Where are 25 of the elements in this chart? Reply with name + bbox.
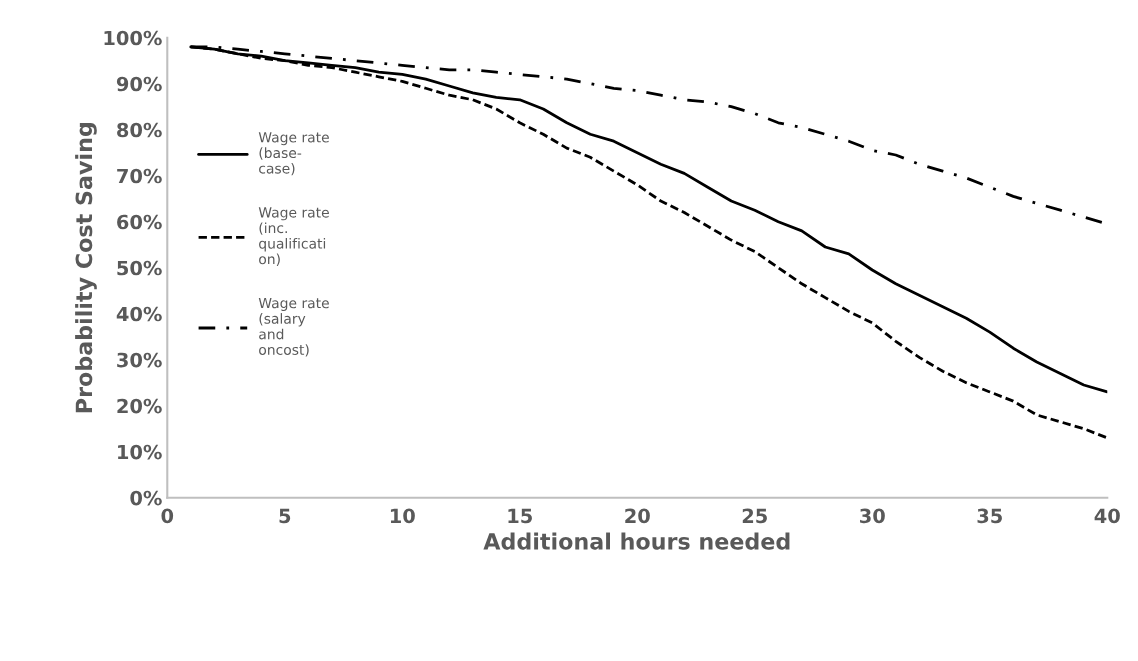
x-tick-label: 25 [742, 508, 767, 524]
y-tick-label: 40% [116, 306, 162, 322]
x-tick-label: 40 [1094, 508, 1120, 524]
y-tick-label: 10% [118, 444, 162, 460]
x-axis-title: Additional hours needed [483, 532, 790, 550]
y-tick-label: 100% [104, 30, 162, 46]
x-tick-label: 20 [625, 508, 650, 524]
x-tick-label: 35 [977, 508, 1002, 524]
x-tick-label: 0 [161, 508, 174, 524]
x-tick-label: 15 [508, 508, 532, 524]
y-tick-label: 90% [116, 76, 162, 92]
y-tick-label: 0% [130, 490, 162, 506]
legend-label: Wage rate (base- case) [258, 132, 329, 176]
y-tick-label: 70% [117, 168, 162, 184]
x-tick-label: 5 [279, 508, 291, 524]
legend-label: Wage rate (inc. qualificati on) [258, 207, 329, 266]
legend-label: Wage rate (salary and oncost) [258, 297, 329, 357]
y-tick-label: 50% [117, 260, 162, 276]
x-tick-label: 10 [390, 508, 415, 524]
y-tick-label: 80% [117, 122, 162, 138]
x-tick-label: 30 [860, 508, 885, 524]
y-tick-label: 30% [117, 352, 162, 368]
y-tick-label: 20% [117, 398, 162, 414]
y-axis-title: Probability Cost Saving [75, 123, 97, 413]
y-tick-label: 60% [117, 214, 162, 230]
